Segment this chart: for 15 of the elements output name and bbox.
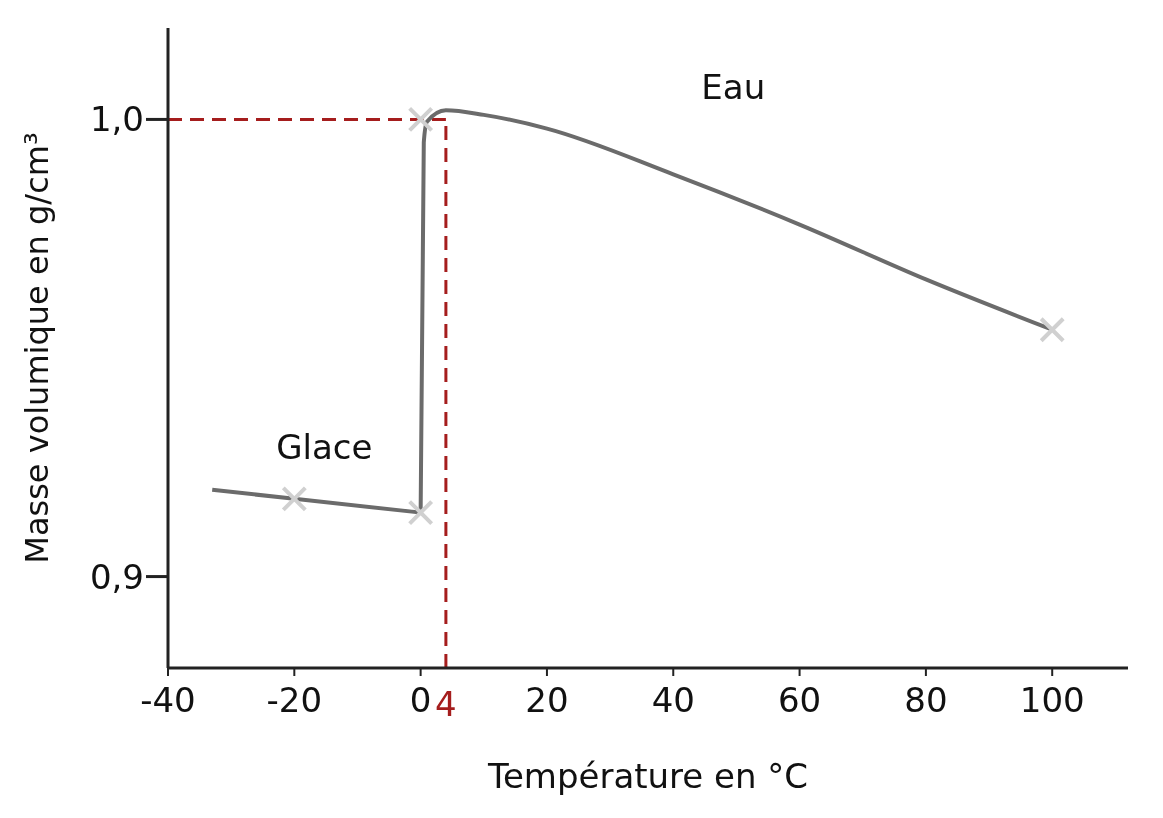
ref-line-label: 4 bbox=[435, 684, 457, 725]
x-tick-label: -40 bbox=[140, 680, 196, 721]
y-axis-title: Masse volumique en g/cm³ bbox=[18, 132, 56, 564]
x-tick-label: 80 bbox=[904, 680, 948, 721]
x-tick-label: 60 bbox=[777, 680, 822, 721]
y-tick-label: 0,9 bbox=[89, 556, 144, 597]
x-tick-label: 20 bbox=[525, 680, 569, 721]
text: Eau bbox=[701, 67, 766, 108]
x-axis-title: Température en °C bbox=[486, 756, 809, 796]
series-label: Glace bbox=[276, 426, 373, 467]
x-tick-label: 40 bbox=[651, 680, 695, 721]
x-tick-label: 100 bbox=[1019, 680, 1085, 721]
x-tick-label: -20 bbox=[266, 680, 323, 721]
x-tick-label: 0 bbox=[409, 680, 432, 721]
y-tick-label: 1,0 bbox=[89, 99, 144, 140]
